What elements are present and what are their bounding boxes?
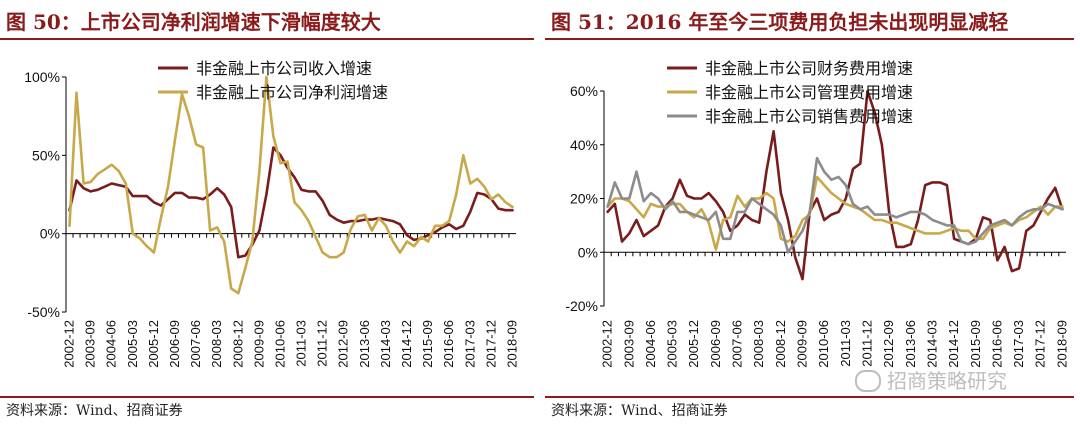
legend-label-1: 非金融上市公司收入增速 [196, 60, 372, 78]
x-tick-label: 2002-12 [62, 320, 77, 368]
x-tick-label: 2006-09 [708, 320, 723, 368]
chart-title-left: 图 50：上市公司净利润增速下滑幅度较大 [6, 10, 381, 34]
x-tick-label: 2013-06 [357, 320, 372, 368]
legend-label-2: 非金融上市公司管理费用增速 [705, 84, 913, 102]
x-tick-label: 2015-09 [968, 320, 983, 368]
x-tick-label: 2008-12 [773, 320, 788, 368]
x-tick-label: 2004-06 [104, 320, 119, 368]
x-tick-label: 2017-03 [462, 320, 477, 368]
wechat-icon [855, 369, 881, 392]
x-tick-label: 2003-09 [83, 320, 98, 368]
x-tick-label: 2008-03 [209, 320, 224, 368]
source-note-left: 资料来源：Wind、招商证券 [6, 403, 183, 419]
x-tick-label: 2012-09 [336, 320, 351, 368]
source-divider-right [545, 396, 1074, 398]
series-line-1 [68, 146, 514, 259]
x-tick-label: 2018-09 [1054, 320, 1069, 368]
x-tick-label: 2008-12 [230, 320, 245, 368]
y-tick-label: 20% [570, 191, 598, 207]
y-tick-label: 0% [578, 244, 598, 260]
x-tick-label: 2004-06 [643, 320, 658, 368]
x-tick-label: 2013-06 [903, 320, 918, 368]
x-tick-label: 2005-03 [125, 320, 140, 368]
line-chart-net-profit: -50% 0% 50% 100% 2002-12 2003-09 2004-06 2005-0… [24, 60, 519, 368]
x-tick-label: 2003-09 [621, 320, 636, 368]
source-note-right: 资料来源：Wind、招商证券 [551, 403, 728, 419]
title-divider-right [545, 38, 1074, 40]
x-tick-label: 2008-03 [751, 320, 766, 368]
x-tick-label: 2011-12 [315, 320, 330, 367]
y-tick-label: -20% [565, 298, 598, 314]
y-tick-label: -50% [27, 304, 60, 320]
x-tick-label: 2006-09 [167, 320, 182, 368]
x-tick-label: 2011-12 [859, 320, 874, 367]
legend-label-3: 非金融上市公司销售费用增速 [705, 108, 913, 126]
x-tick-label: 2005-12 [146, 320, 161, 368]
x-tick-label: 2007-06 [730, 320, 745, 368]
x-tick-label: 2005-03 [665, 320, 680, 368]
y-tick-label: 0% [40, 226, 60, 242]
chart-panel-left: 图 50：上市公司净利润增速下滑幅度较大 -50% 0% 50% 100% 2002-1… [0, 10, 534, 419]
watermark-text: 招商策略研究 [887, 369, 1007, 393]
legend-label-1: 非金融上市公司财务费用增速 [705, 60, 913, 78]
x-tick-label: 2015-09 [420, 320, 435, 368]
x-tick-label: 2014-12 [946, 320, 961, 368]
series-line-2 [68, 75, 514, 295]
x-tick-label: 2016-06 [989, 320, 1004, 368]
y-tick-label: 60% [570, 83, 598, 99]
x-tick-label: 2018-09 [504, 320, 519, 368]
x-tick-label: 2009-09 [795, 320, 810, 368]
title-divider-left [0, 38, 534, 40]
x-tick-label: 2002-12 [600, 320, 615, 368]
x-tick-label: 2014-12 [399, 320, 414, 368]
x-tick-label: 2009-09 [251, 320, 266, 368]
x-tick-label: 2010-06 [816, 320, 831, 368]
x-tick-label: 2017-03 [1011, 320, 1026, 368]
line-chart-expenses: -20% 0% 20% 40% 60% 2002-12 2003-09 2004-06 2005… [565, 60, 1069, 368]
x-tick-label: 2016-06 [441, 320, 456, 368]
y-tick-label: 40% [570, 137, 598, 153]
x-tick-label: 2007-06 [188, 320, 203, 368]
x-tick-label: 2011-03 [838, 320, 853, 367]
source-divider-left [0, 396, 534, 398]
y-tick-label: 50% [32, 147, 60, 163]
watermark: 招商策略研究 [855, 365, 1007, 394]
x-tick-label: 2014-03 [378, 320, 393, 368]
x-tick-label: 2010-06 [272, 320, 287, 368]
x-tick-label: 2005-12 [686, 320, 701, 368]
x-tick-label: 2014-03 [924, 320, 939, 368]
x-tick-label: 2012-09 [881, 320, 896, 368]
series-line-1 [606, 89, 1064, 281]
chart-title-right: 图 51：2016 年至今三项费用负担未出现明显减轻 [551, 10, 1009, 34]
series-line-2 [606, 175, 1064, 251]
legend-label-2: 非金融上市公司净利润增速 [196, 84, 388, 102]
x-tick-label: 2017-12 [483, 320, 498, 368]
x-tick-label: 2011-03 [294, 320, 309, 367]
y-tick-label: 100% [24, 69, 60, 85]
x-tick-label: 2017-12 [1033, 320, 1048, 368]
chart-panel-right: 图 51：2016 年至今三项费用负担未出现明显减轻 -20% 0% 20% 40% 6… [545, 0, 1080, 426]
series-line-3 [606, 156, 1064, 254]
